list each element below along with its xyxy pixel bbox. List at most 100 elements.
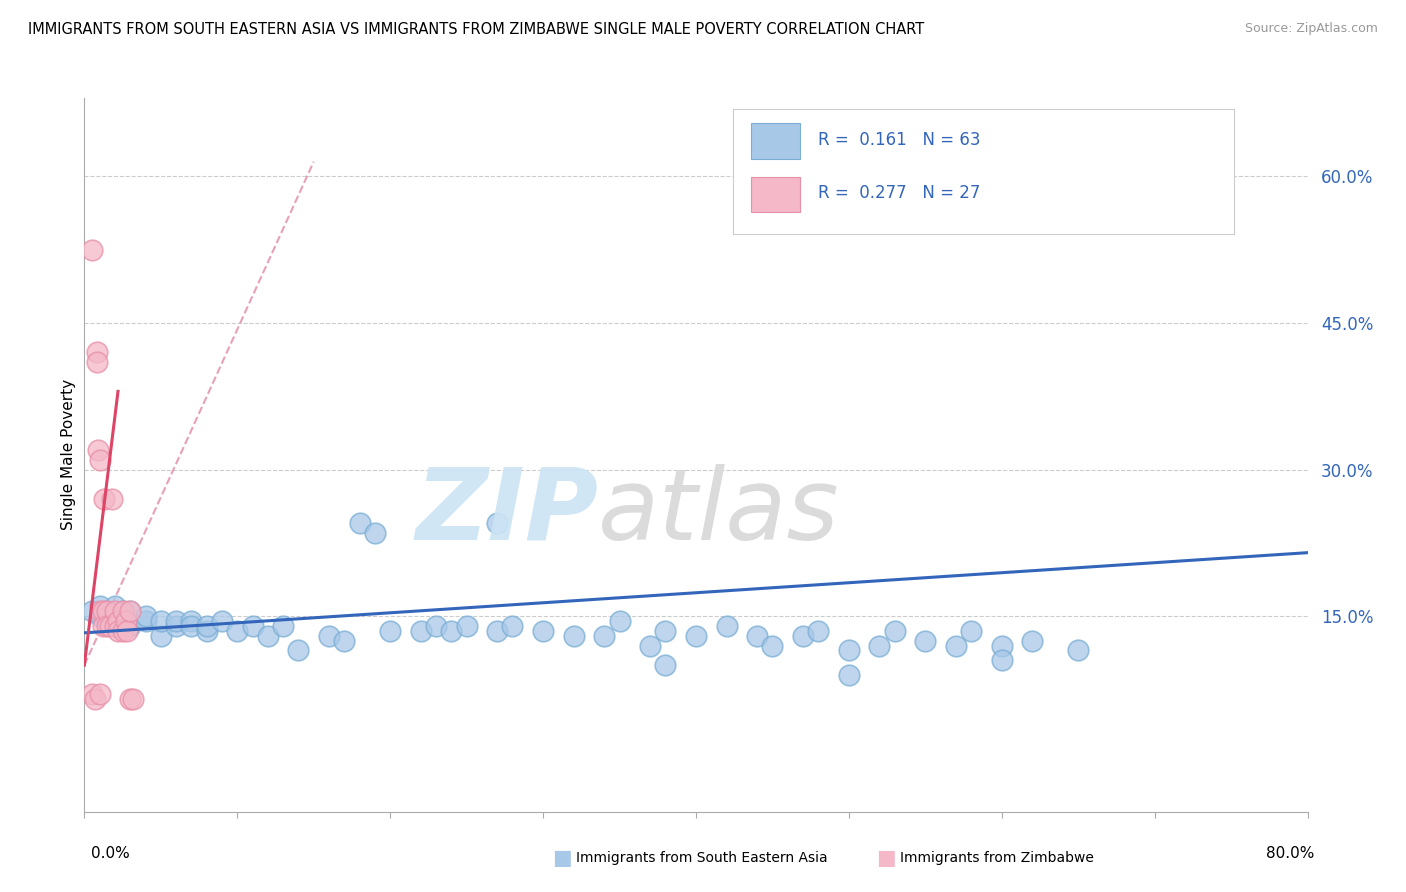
Point <box>654 624 676 638</box>
Point <box>115 624 138 638</box>
Point <box>318 629 340 643</box>
Point <box>84 692 107 706</box>
Point <box>80 604 103 618</box>
Point <box>333 633 356 648</box>
Point <box>111 624 134 638</box>
Point <box>945 639 967 653</box>
Point <box>838 668 860 682</box>
FancyBboxPatch shape <box>751 177 800 212</box>
Text: ■: ■ <box>553 848 572 868</box>
Point <box>914 633 936 648</box>
Point <box>111 604 134 618</box>
Point <box>89 609 111 624</box>
Text: IMMIGRANTS FROM SOUTH EASTERN ASIA VS IMMIGRANTS FROM ZIMBABWE SINGLE MALE POVER: IMMIGRANTS FROM SOUTH EASTERN ASIA VS IM… <box>28 22 924 37</box>
Point <box>287 643 309 657</box>
Point <box>180 619 202 633</box>
Point <box>93 491 115 506</box>
Point <box>149 614 172 628</box>
Point <box>991 653 1014 667</box>
Point <box>165 614 187 628</box>
Text: 80.0%: 80.0% <box>1267 846 1315 861</box>
Point <box>1067 643 1090 657</box>
Point <box>195 619 218 633</box>
Point <box>380 624 402 638</box>
Point <box>364 526 387 541</box>
Text: R =  0.161   N = 63: R = 0.161 N = 63 <box>818 130 981 148</box>
Point <box>96 604 118 618</box>
FancyBboxPatch shape <box>751 123 800 159</box>
Point <box>91 619 114 633</box>
Text: Source: ZipAtlas.com: Source: ZipAtlas.com <box>1244 22 1378 36</box>
Point <box>685 629 707 643</box>
Point <box>838 643 860 657</box>
Point <box>638 639 661 653</box>
Point <box>654 658 676 673</box>
Point <box>87 443 110 458</box>
Y-axis label: Single Male Poverty: Single Male Poverty <box>60 379 76 531</box>
Point <box>135 614 157 628</box>
Point <box>91 604 114 618</box>
Point <box>111 614 134 628</box>
Point <box>761 639 783 653</box>
Text: ■: ■ <box>876 848 896 868</box>
Point <box>960 624 983 638</box>
Point <box>86 345 108 359</box>
Point <box>409 624 432 638</box>
Point <box>165 619 187 633</box>
Point <box>991 639 1014 653</box>
Point <box>86 355 108 369</box>
Point <box>104 609 127 624</box>
FancyBboxPatch shape <box>733 109 1234 234</box>
Point <box>349 516 371 531</box>
Point <box>89 599 111 614</box>
Point <box>226 624 249 638</box>
Point <box>96 604 118 618</box>
Point <box>98 619 121 633</box>
Point <box>257 629 280 643</box>
Point <box>104 604 127 618</box>
Point <box>502 619 524 633</box>
Text: atlas: atlas <box>598 464 839 560</box>
Point <box>114 614 136 628</box>
Point <box>242 619 264 633</box>
Point <box>195 624 218 638</box>
Point <box>135 609 157 624</box>
Point <box>456 619 478 633</box>
Point <box>869 639 891 653</box>
Point <box>180 614 202 628</box>
Point <box>96 619 118 633</box>
Point <box>149 629 172 643</box>
Point <box>122 692 145 706</box>
Point <box>89 687 111 701</box>
Point <box>104 599 127 614</box>
Point <box>425 619 447 633</box>
Point <box>80 687 103 701</box>
Point <box>107 624 129 638</box>
Point <box>89 452 111 467</box>
Point <box>440 624 463 638</box>
Point <box>807 624 830 638</box>
Point <box>211 614 233 628</box>
Point <box>271 619 294 633</box>
Point <box>107 614 129 628</box>
Text: ZIP: ZIP <box>415 464 598 560</box>
Text: R =  0.277   N = 27: R = 0.277 N = 27 <box>818 184 980 202</box>
Point <box>531 624 554 638</box>
Point <box>562 629 585 643</box>
Text: Immigrants from Zimbabwe: Immigrants from Zimbabwe <box>900 851 1094 865</box>
Point <box>80 243 103 257</box>
Point <box>104 619 127 633</box>
Point <box>1021 633 1043 648</box>
Point <box>486 516 509 531</box>
Point <box>111 604 134 618</box>
Point <box>120 692 142 706</box>
Point <box>120 619 142 633</box>
Point <box>101 491 124 506</box>
Point <box>593 629 616 643</box>
Point <box>96 614 118 628</box>
Point <box>486 624 509 638</box>
Point <box>883 624 905 638</box>
Point <box>747 629 769 643</box>
Point <box>792 629 814 643</box>
Point <box>120 604 142 618</box>
